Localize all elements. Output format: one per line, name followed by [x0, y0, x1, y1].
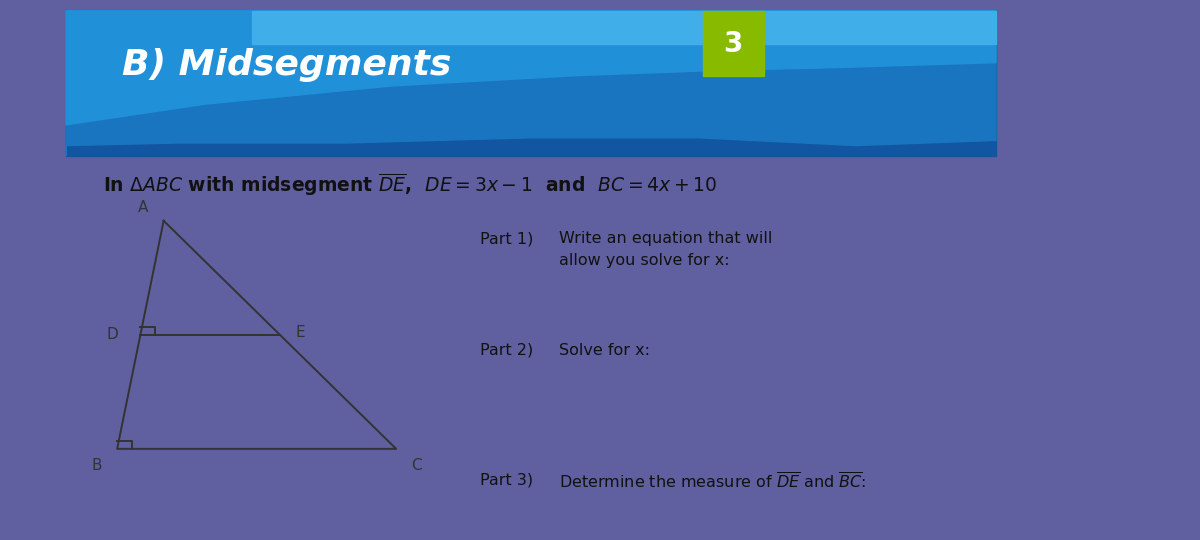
Text: E: E [295, 325, 305, 340]
Text: C: C [412, 458, 422, 473]
Polygon shape [252, 11, 996, 44]
Text: Solve for x:: Solve for x: [559, 342, 650, 357]
Polygon shape [66, 11, 996, 156]
Text: Part 1): Part 1) [480, 231, 533, 246]
Text: Determine the measure of $\overline{DE}$ and $\overline{BC}$:: Determine the measure of $\overline{DE}$… [559, 472, 866, 492]
Text: Write an equation that will
allow you solve for x:: Write an equation that will allow you so… [559, 231, 773, 268]
Text: B: B [91, 458, 102, 473]
Polygon shape [66, 11, 996, 125]
Bar [66, 11, 996, 156]
Text: Part 3): Part 3) [480, 472, 533, 487]
Text: In $\Delta ABC$ with midsegment $\overline{DE}$,  $DE = 3x - 1$  and  $BC = 4x +: In $\Delta ABC$ with midsegment $\overli… [103, 171, 718, 198]
Text: Part 2): Part 2) [480, 342, 533, 357]
Text: A: A [138, 200, 149, 214]
Text: 3: 3 [724, 30, 743, 58]
Text: D: D [107, 327, 119, 342]
Bar [703, 11, 763, 76]
Text: B) Midsegments: B) Midsegments [122, 48, 451, 82]
